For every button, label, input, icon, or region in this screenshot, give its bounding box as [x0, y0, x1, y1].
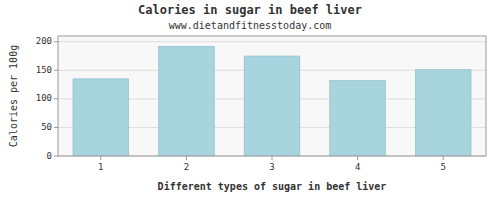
x-tick: [443, 156, 444, 160]
x-tick-label: 5: [440, 162, 445, 172]
title: Calories in sugar in beef liver: [138, 3, 362, 17]
x-tick: [272, 156, 273, 160]
y-tick: [54, 156, 58, 157]
bars: [73, 46, 471, 156]
x-axis-label: Different types of sugar in beef liver: [158, 181, 387, 192]
x-tick: [357, 156, 358, 160]
y-tick-label: 0: [47, 151, 52, 161]
plot-background: [58, 36, 486, 156]
bar: [244, 56, 300, 156]
y-tick-label: 200: [36, 36, 52, 46]
grid: [58, 42, 486, 156]
bar: [73, 79, 129, 156]
x-tick: [186, 156, 187, 160]
bar: [415, 70, 471, 156]
y-tick-label: 100: [36, 93, 52, 103]
y-tick-label: 50: [41, 122, 52, 132]
grid-line: [58, 41, 486, 42]
x-tick-label: 2: [184, 162, 189, 172]
y-tick: [54, 70, 58, 71]
y-axis-label: Calories per 100g: [8, 45, 19, 147]
y-tick-label: 150: [36, 65, 52, 75]
x-tick-label: 1: [98, 162, 103, 172]
y-tick: [54, 41, 58, 42]
subtitle: www.dietandfitnesstoday.com: [169, 20, 332, 31]
x-tick-label: 3: [269, 162, 274, 172]
x-tick: [100, 156, 101, 160]
x-tick-label: 4: [355, 162, 360, 172]
y-tick: [54, 127, 58, 128]
y-tick: [54, 98, 58, 99]
bar: [159, 46, 215, 156]
bar: [330, 81, 386, 156]
page: {"chart_data": {"type": "bar", "title": …: [0, 0, 500, 200]
chart-svg: 0 50 100 150 200 1 2 3 4 5 Different types of suga…: [0, 0, 500, 200]
plot-frame: [58, 36, 486, 156]
chart-container: 0 50 100 150 200 1 2 3 4 5 Different types of suga…: [0, 0, 500, 200]
